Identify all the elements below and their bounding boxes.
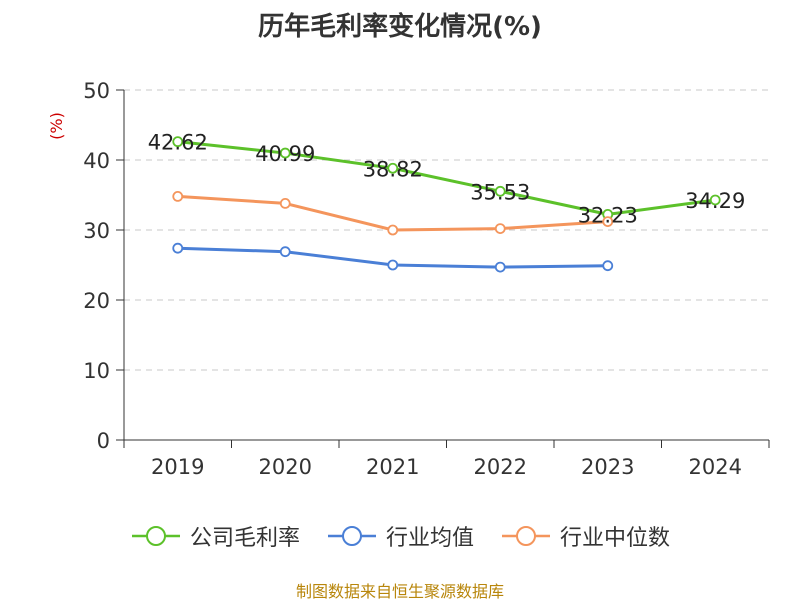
y-tick-label: 0 xyxy=(97,429,110,453)
data-point xyxy=(279,147,291,159)
data-point xyxy=(387,224,399,236)
data-point xyxy=(494,261,506,273)
legend-label: 公司毛利率 xyxy=(189,526,300,551)
data-label: 40.99 xyxy=(255,142,315,166)
x-tick-label: 2023 xyxy=(581,455,634,479)
legend-item[interactable]: 行业中位数 xyxy=(500,520,670,552)
data-point xyxy=(172,242,184,254)
legend-marker-icon xyxy=(131,526,180,546)
data-point xyxy=(387,162,399,174)
data-point xyxy=(172,190,184,202)
x-tick-label: 2024 xyxy=(689,455,742,479)
source-note: 制图数据来自恒生聚源数据库 xyxy=(295,582,504,601)
y-axis-ticks: 0 10 20 30 40 50 xyxy=(83,79,124,453)
chart-title: 历年毛利率变化情况(%) xyxy=(258,12,542,42)
legend-marker-icon xyxy=(327,526,376,546)
data-label: 32.23 xyxy=(578,203,638,227)
data-point xyxy=(602,260,614,272)
data-label: 42.62 xyxy=(148,131,208,155)
series-points xyxy=(172,136,721,273)
data-label: 35.53 xyxy=(470,180,530,204)
x-tick-label: 2019 xyxy=(151,455,204,479)
x-tick-label: 2020 xyxy=(259,455,312,479)
legend-marker-icon xyxy=(502,526,550,546)
legend-item[interactable]: 行业均值 xyxy=(326,520,474,552)
y-tick-label: 50 xyxy=(83,79,110,103)
data-point xyxy=(387,259,399,271)
data-labels: 42.62 40.99 38.82 35.53 32.23 34.29 xyxy=(148,131,746,228)
data-point xyxy=(172,136,184,148)
series-line-0 xyxy=(177,140,716,216)
y-tick-label: 20 xyxy=(83,289,110,313)
y-tick-label: 30 xyxy=(83,219,110,243)
legend: 公司毛利率 行业均值 行业中位数 xyxy=(0,520,800,552)
data-point xyxy=(279,246,291,258)
legend-label: 行业中位数 xyxy=(560,526,671,551)
data-point xyxy=(279,197,291,209)
y-tick-label: 40 xyxy=(83,149,110,173)
y-axis-label: (%) xyxy=(47,112,66,140)
data-point xyxy=(494,185,506,197)
data-point xyxy=(709,194,721,206)
legend-label: 行业均值 xyxy=(385,526,474,551)
data-label: 38.82 xyxy=(363,157,423,181)
data-label: 34.29 xyxy=(685,189,745,213)
x-tick-label: 2022 xyxy=(474,455,527,479)
data-point xyxy=(602,216,614,228)
legend-item[interactable]: 公司毛利率 xyxy=(130,520,300,552)
x-tick-label: 2021 xyxy=(366,455,419,479)
data-point xyxy=(494,223,506,235)
x-axis-ticks: 2019 2020 2021 2022 2023 2024 xyxy=(123,440,770,479)
y-tick-label: 10 xyxy=(83,359,110,383)
